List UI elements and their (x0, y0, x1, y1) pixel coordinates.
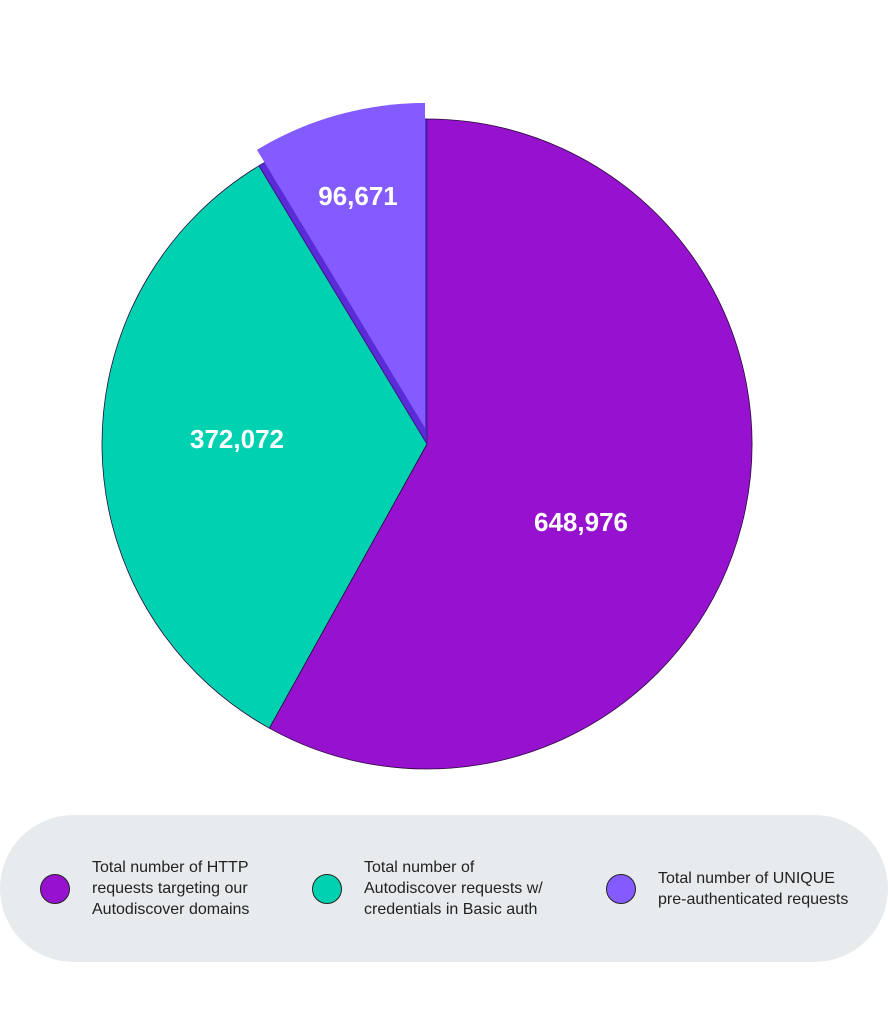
data-label: 96,671 (318, 181, 398, 211)
legend: Total number of HTTP requests targeting … (0, 815, 888, 962)
legend-label: Total number of HTTP requests targeting … (92, 859, 250, 918)
slice (256, 103, 425, 428)
data-label: 648,976 (534, 507, 628, 537)
legend-item: Total number of UNIQUE pre-authenticated… (606, 815, 853, 962)
data-label: 372,072 (190, 424, 284, 454)
legend-label: Total number of Autodiscover requests w/… (364, 859, 543, 918)
slice (268, 118, 753, 770)
legend-swatch (40, 873, 70, 904)
slice (101, 165, 428, 729)
legend-label: Total number of UNIQUE pre-authenticated… (658, 869, 849, 908)
legend-item: Total number of HTTP requests targeting … (40, 815, 287, 962)
legend-swatch (606, 873, 636, 904)
legend-swatch (312, 873, 342, 904)
legend-item: Total number of Autodiscover requests w/… (312, 815, 559, 962)
chart: 648,976 372,072 96,671 (101, 103, 753, 770)
